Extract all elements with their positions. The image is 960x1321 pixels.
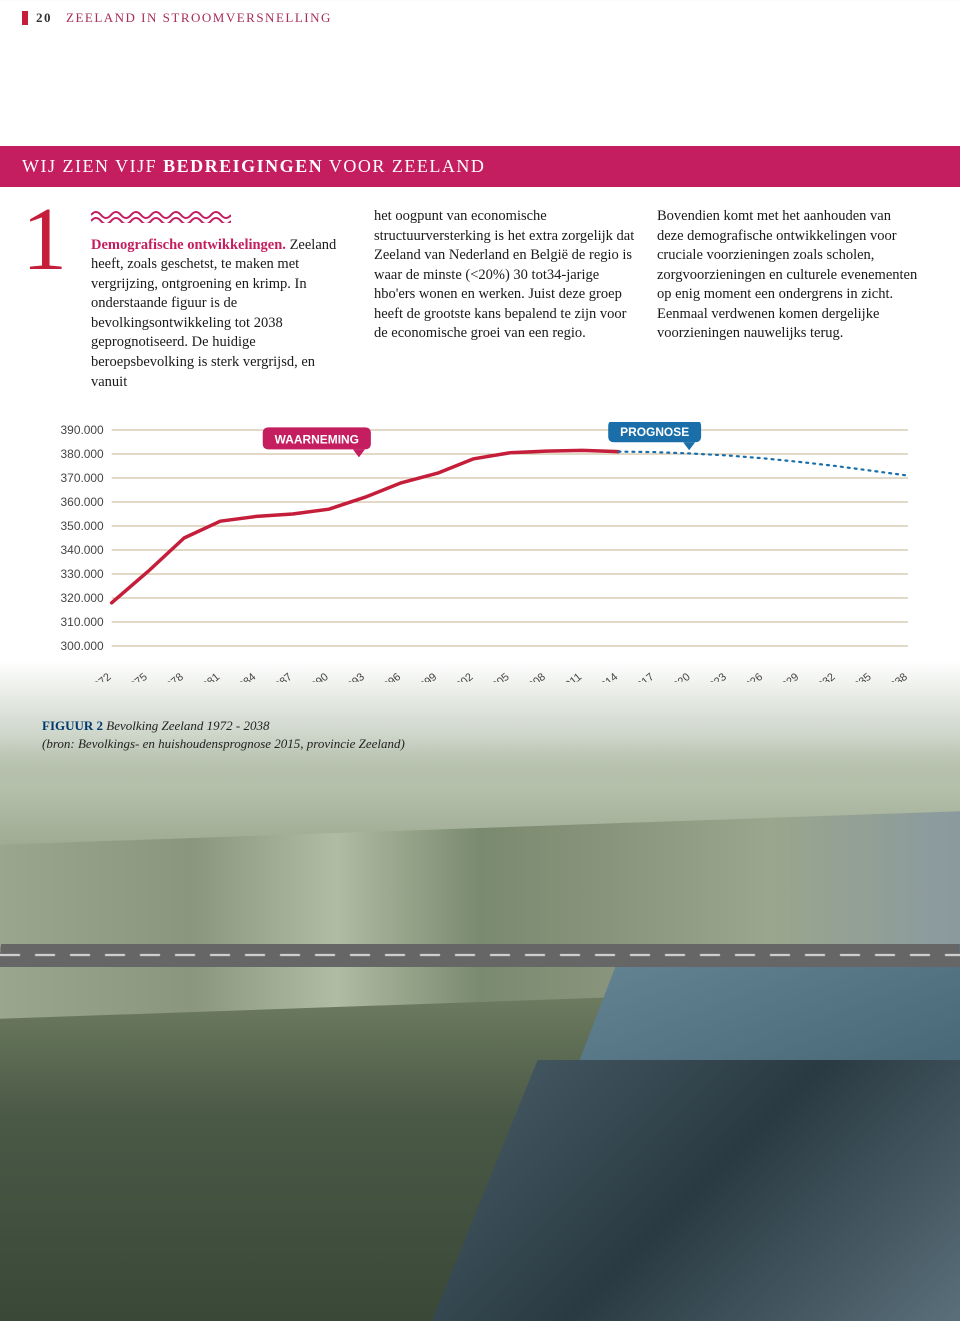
svg-text:1981: 1981 — [196, 671, 222, 682]
svg-text:2038: 2038 — [884, 671, 910, 682]
text-columns: Demografische ont­wikkelingen. Zeeland h… — [91, 207, 918, 392]
road-region — [0, 944, 960, 967]
chart-container: 390.000 380.000 370.000 360.000 350.000 340.0… — [42, 422, 918, 687]
svg-text:310.000: 310.000 — [61, 615, 105, 629]
running-title: ZEELAND IN STROOMVERSNELLING — [66, 10, 332, 26]
col1-rest: Zeeland heeft, zoals geschetst, te maken… — [91, 237, 336, 390]
svg-text:2011: 2011 — [558, 671, 584, 682]
aerial-photo-placeholder — [0, 741, 960, 1321]
banner-prefix: WIJ ZIEN VIJF — [22, 156, 163, 176]
body-content: 1 Demografische ont­wikkelingen. Zeeland… — [0, 187, 960, 392]
squiggle-icon — [91, 207, 231, 223]
column-1: Demografische ont­wikkelingen. Zeeland h… — [91, 207, 352, 392]
population-chart: 390.000 380.000 370.000 360.000 350.000 340.0… — [42, 422, 918, 682]
page-number: 20 — [36, 10, 52, 26]
svg-text:1987: 1987 — [268, 671, 294, 682]
svg-text:1990: 1990 — [304, 671, 330, 682]
svg-text:2005: 2005 — [485, 671, 511, 682]
section-banner: WIJ ZIEN VIJF BEDREIGINGEN VOOR ZEELAND — [0, 146, 960, 187]
svg-text:2029: 2029 — [775, 671, 801, 682]
svg-text:1996: 1996 — [377, 671, 403, 682]
banner-bold: BEDREIGINGEN — [163, 156, 323, 176]
section-number: 1 — [22, 199, 67, 392]
svg-text:300.000: 300.000 — [61, 639, 105, 653]
svg-text:390.000: 390.000 — [61, 423, 105, 437]
svg-text:2014: 2014 — [594, 671, 620, 682]
svg-text:2032: 2032 — [811, 671, 837, 682]
svg-text:340.000: 340.000 — [61, 543, 105, 557]
svg-text:2017: 2017 — [630, 671, 656, 682]
svg-text:2002: 2002 — [449, 671, 475, 682]
figure-source: (bron: Bevolkings- en huishoudensprognos… — [42, 736, 405, 751]
svg-text:2020: 2020 — [666, 671, 692, 682]
svg-text:1984: 1984 — [232, 671, 258, 682]
column-2: het oogpunt van economische structuurver… — [374, 207, 635, 392]
svg-text:330.000: 330.000 — [61, 567, 105, 581]
svg-text:320.000: 320.000 — [61, 591, 105, 605]
svg-text:1993: 1993 — [341, 671, 367, 682]
figure-caption: FIGUUR 2 Bevolking Zeeland 1972 - 2038 (… — [42, 717, 960, 753]
figure-lead: FIGUUR 2 — [42, 718, 103, 733]
header-marker — [22, 11, 28, 25]
column-3: Bovendien komt met het aan­houden van de… — [657, 207, 918, 392]
banner-suffix: VOOR ZEELAND — [323, 156, 485, 176]
svg-text:PROGNOSE: PROGNOSE — [620, 425, 689, 439]
svg-text:1975: 1975 — [123, 671, 149, 682]
page-header: 20 ZEELAND IN STROOMVERSNELLING — [0, 0, 960, 26]
svg-text:2008: 2008 — [522, 671, 548, 682]
svg-text:2023: 2023 — [703, 671, 729, 682]
water-region — [480, 944, 960, 1321]
svg-text:360.000: 360.000 — [61, 495, 105, 509]
svg-text:1999: 1999 — [413, 671, 439, 682]
svg-text:2035: 2035 — [847, 671, 873, 682]
col3-text: Bovendien komt met het aan­houden van de… — [657, 207, 918, 344]
svg-text:370.000: 370.000 — [61, 471, 105, 485]
svg-text:350.000: 350.000 — [61, 519, 105, 533]
svg-text:380.000: 380.000 — [61, 447, 105, 461]
svg-text:1972: 1972 — [87, 671, 113, 682]
col2-text: het oogpunt van economische structuurver… — [374, 207, 635, 344]
svg-text:1978: 1978 — [160, 671, 186, 682]
svg-text:WAARNEMING: WAARNEMING — [275, 432, 359, 446]
col1-lead: Demografische ont­wikkelingen. — [91, 237, 286, 253]
figure-title: Bevolking Zeeland 1972 - 2038 — [103, 718, 269, 733]
svg-text:2026: 2026 — [739, 671, 765, 682]
